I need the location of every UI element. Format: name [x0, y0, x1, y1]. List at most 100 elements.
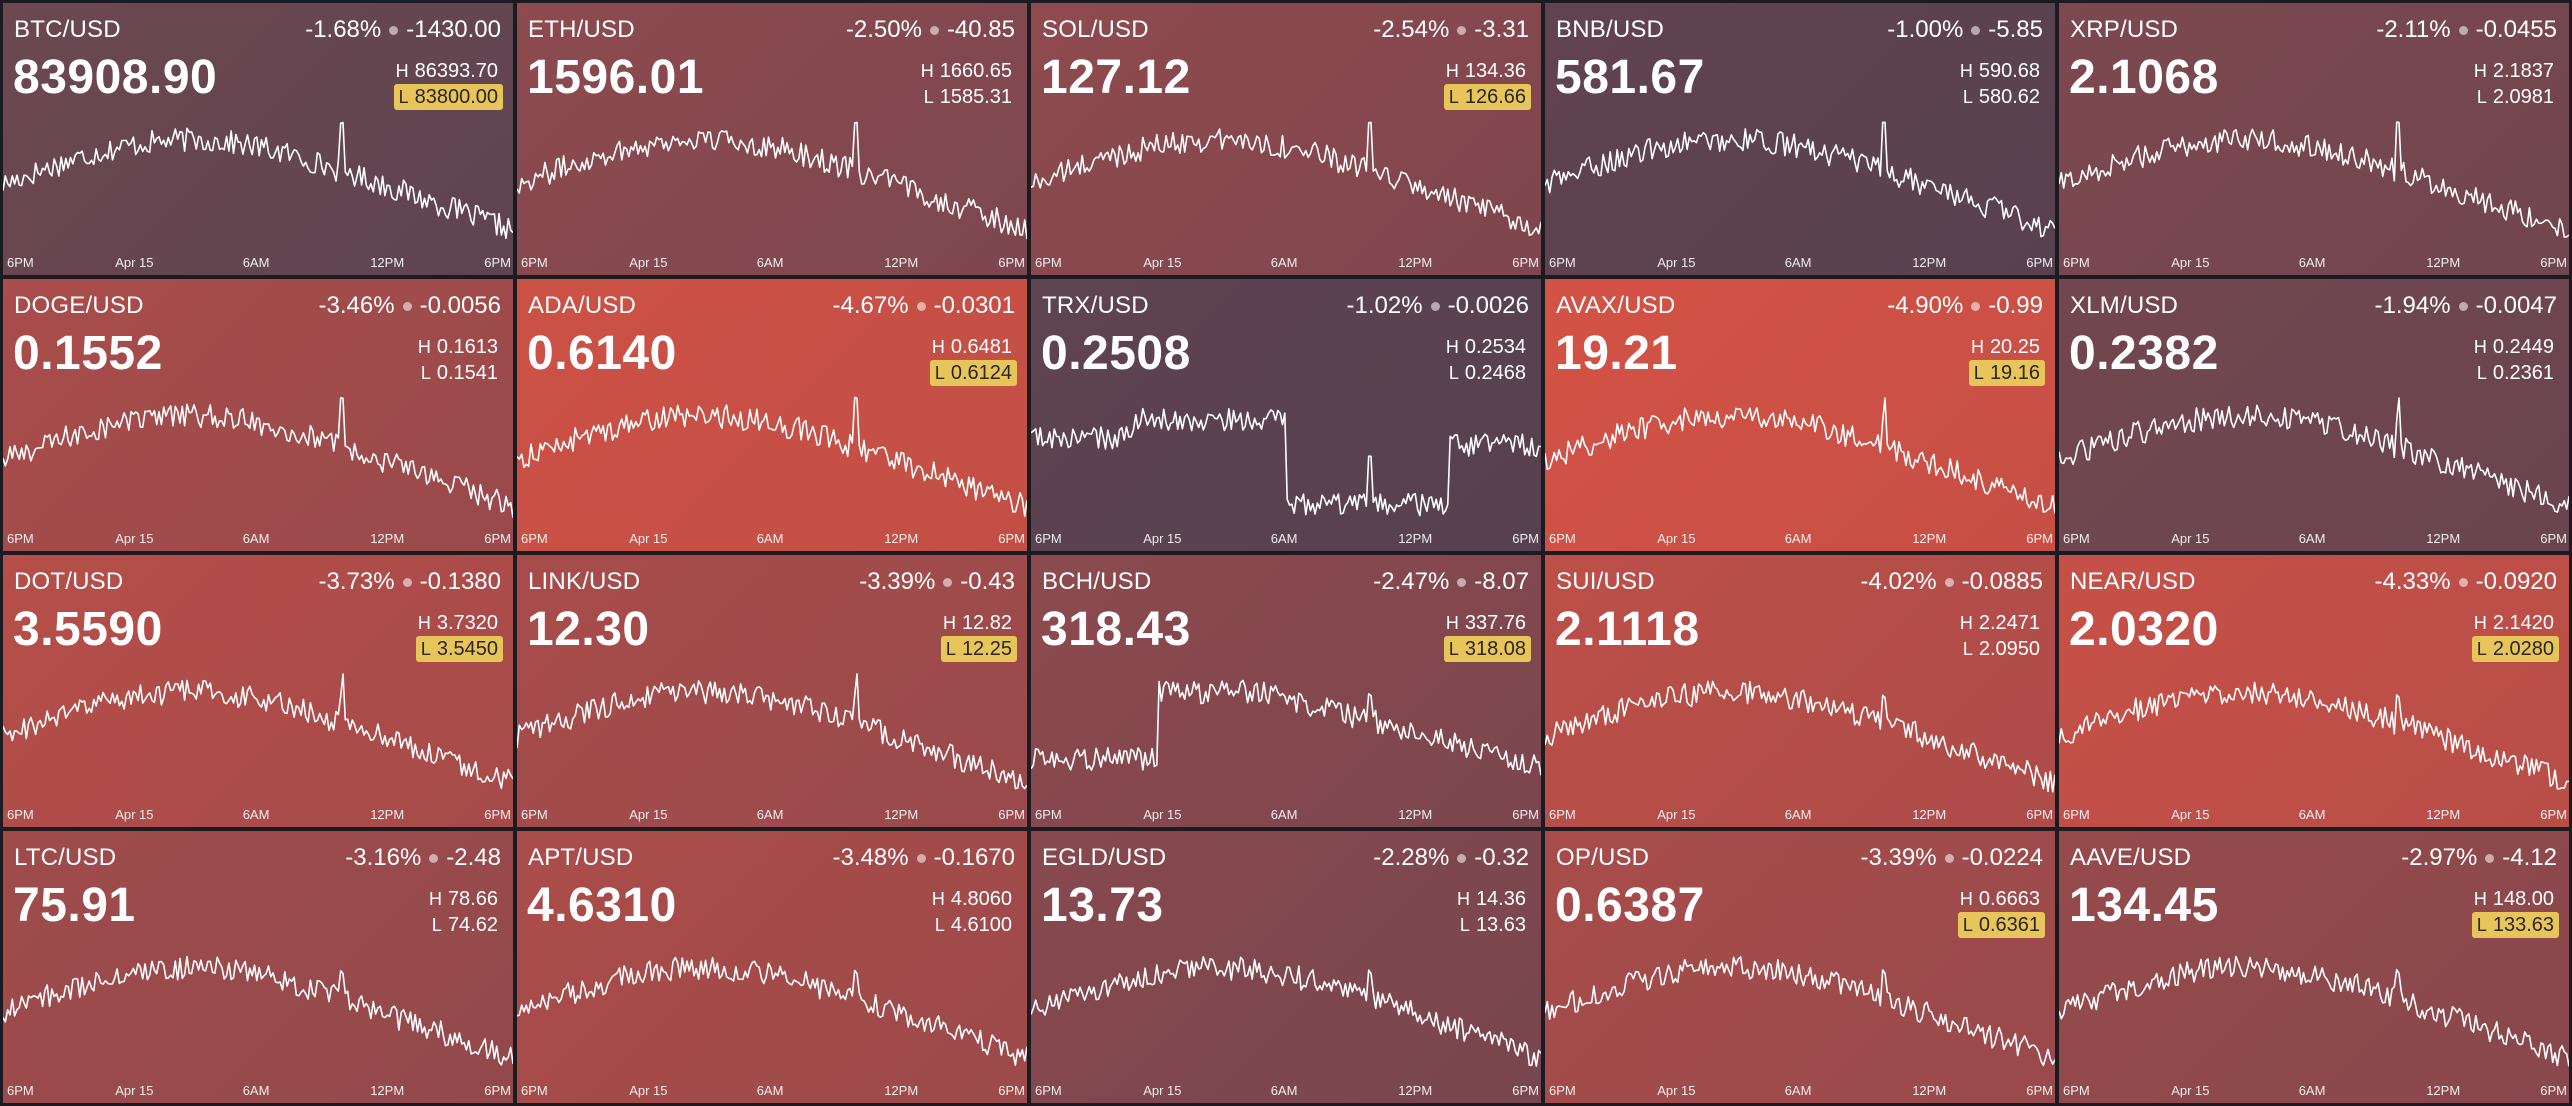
change-percent: -3.39% [1860, 844, 1937, 871]
time-axis-label: 6AM [756, 1083, 784, 1098]
time-axis-label: 12PM [1398, 531, 1433, 546]
change-percent: -3.48% [832, 844, 909, 871]
low-label: L [1962, 87, 1973, 107]
low-row: L 1585.31 [919, 84, 1017, 110]
low-value: 0.6361 [1978, 914, 2040, 936]
sparkline-svg [2059, 655, 2569, 803]
sparkline-line [1031, 680, 1541, 775]
ticker-tile[interactable]: BCH/USD -2.47% -8.07 318.43 H 337.76 L 3… [1031, 555, 1541, 827]
sparkline [1031, 655, 1541, 803]
time-axis-label: 6AM [1784, 255, 1812, 270]
ticker-change: -2.47% -8.07 [1373, 568, 1529, 596]
time-axis-label: Apr 15 [2171, 255, 2210, 270]
time-axis-label: 12PM [1398, 255, 1433, 270]
separator-dot-icon [1971, 25, 1981, 35]
change-percent: -2.97% [2401, 844, 2478, 871]
ticker-tile[interactable]: OP/USD -3.39% -0.0224 0.6387 H 0.6663 L … [1545, 831, 2055, 1103]
low-value: 0.2361 [2492, 362, 2554, 384]
ticker-tile[interactable]: ETH/USD -2.50% -40.85 1596.01 H 1660.65 … [517, 3, 1027, 275]
high-row: H 12.82 [938, 610, 1017, 636]
high-row: H 0.2449 [2469, 334, 2559, 360]
separator-dot-icon [1944, 853, 1954, 863]
ticker-tile[interactable]: AVAX/USD -4.90% -0.99 19.21 H 20.25 L 19… [1545, 279, 2055, 551]
ticker-price: 0.6387 [1555, 879, 1705, 932]
ticker-price: 127.12 [1041, 51, 1191, 104]
time-axis-label: 12PM [370, 531, 405, 546]
low-value: 0.2468 [1464, 362, 1526, 384]
low-value: 4.6100 [950, 914, 1012, 936]
time-axis: 6PM Apr 15 6AM 12PM 6PM [2059, 1083, 2569, 1099]
low-label: L [1962, 915, 1973, 935]
high-low-box: H 590.68 L 580.62 [1955, 58, 2045, 110]
high-row: H 86393.70 [391, 58, 503, 84]
high-value: 2.1420 [2492, 612, 2554, 634]
ticker-tile[interactable]: APT/USD -3.48% -0.1670 4.6310 H 4.8060 L… [517, 831, 1027, 1103]
ticker-symbol: AAVE/USD [2070, 844, 2192, 871]
low-row: L 0.6361 [1957, 912, 2045, 938]
ticker-tile[interactable]: DOT/USD -3.73% -0.1380 3.5590 H 3.7320 L… [3, 555, 513, 827]
high-row: H 78.66 [424, 886, 503, 912]
separator-dot-icon [1457, 853, 1467, 863]
time-axis-label: 12PM [1398, 1083, 1433, 1098]
high-label: H [1959, 613, 1973, 633]
ticker-tile[interactable]: AAVE/USD -2.97% -4.12 134.45 H 148.00 L … [2059, 831, 2569, 1103]
separator-dot-icon [916, 301, 926, 311]
ticker-tile[interactable]: XRP/USD -2.11% -0.0455 2.1068 H 2.1837 L… [2059, 3, 2569, 275]
low-value: 133.63 [2492, 914, 2554, 936]
high-label: H [395, 61, 409, 81]
change-percent: -1.02% [1346, 292, 1423, 319]
time-axis: 6PM Apr 15 6AM 12PM 6PM [1031, 255, 1541, 271]
ticker-tile[interactable]: ADA/USD -4.67% -0.0301 0.6140 H 0.6481 L… [517, 279, 1027, 551]
ticker-price: 0.2382 [2069, 327, 2219, 380]
high-label: H [931, 337, 945, 357]
low-row: L 318.08 [1443, 636, 1531, 662]
ticker-tile[interactable]: LTC/USD -3.16% -2.48 75.91 H 78.66 L 74.… [3, 831, 513, 1103]
ticker-tile[interactable]: TRX/USD -1.02% -0.0026 0.2508 H 0.2534 L… [1031, 279, 1541, 551]
ticker-tile[interactable]: SOL/USD -2.54% -3.31 127.12 H 134.36 L 1… [1031, 3, 1541, 275]
sparkline-line [1031, 957, 1541, 1066]
sparkline-line [2059, 122, 2569, 237]
ticker-price: 2.1118 [1555, 603, 1700, 656]
high-low-box: H 0.2449 L 0.2361 [2469, 334, 2559, 386]
ticker-symbol: ETH/USD [528, 16, 635, 43]
low-value: 0.1541 [436, 362, 498, 384]
low-value: 1585.31 [939, 86, 1012, 108]
time-axis-label: 6PM [7, 807, 34, 822]
time-axis-label: Apr 15 [1143, 255, 1182, 270]
ticker-symbol: XRP/USD [2070, 16, 2179, 43]
low-value: 126.66 [1464, 86, 1526, 108]
change-absolute: -0.43 [960, 568, 1015, 595]
high-label: H [2473, 613, 2487, 633]
time-axis-label: 6AM [756, 531, 784, 546]
change-percent: -3.16% [345, 844, 422, 871]
ticker-tile[interactable]: NEAR/USD -4.33% -0.0920 2.0320 H 2.1420 … [2059, 555, 2569, 827]
sparkline [1545, 655, 2055, 803]
ticker-tile[interactable]: BTC/USD -1.68% -1430.00 83908.90 H 86393… [3, 3, 513, 275]
sparkline-line [517, 122, 1027, 239]
time-axis-label: Apr 15 [629, 255, 668, 270]
sparkline [2059, 655, 2569, 803]
sparkline [3, 379, 513, 527]
ticker-tile[interactable]: EGLD/USD -2.28% -0.32 13.73 H 14.36 L 13… [1031, 831, 1541, 1103]
ticker-tile[interactable]: XLM/USD -1.94% -0.0047 0.2382 H 0.2449 L… [2059, 279, 2569, 551]
low-value: 2.0950 [1978, 638, 2040, 660]
high-low-box: H 12.82 L 12.25 [938, 610, 1017, 662]
high-value: 12.82 [961, 612, 1012, 634]
sparkline [517, 655, 1027, 803]
time-axis-label: 6PM [7, 531, 34, 546]
time-axis-label: 6PM [1035, 1083, 1062, 1098]
low-row: L 12.25 [940, 636, 1017, 662]
ticker-tile[interactable]: SUI/USD -4.02% -0.0885 2.1118 H 2.2471 L… [1545, 555, 2055, 827]
high-value: 148.00 [2492, 888, 2554, 910]
time-axis-label: Apr 15 [1143, 807, 1182, 822]
ticker-tile[interactable]: DOGE/USD -3.46% -0.0056 0.1552 H 0.1613 … [3, 279, 513, 551]
ticker-tile[interactable]: BNB/USD -1.00% -5.85 581.67 H 590.68 L 5… [1545, 3, 2055, 275]
ticker-tile[interactable]: LINK/USD -3.39% -0.43 12.30 H 12.82 L 12… [517, 555, 1027, 827]
time-axis-label: 12PM [884, 531, 919, 546]
time-axis-label: 12PM [370, 255, 405, 270]
low-label: L [420, 363, 431, 383]
high-low-box: H 2.1420 L 2.0280 [2469, 610, 2559, 662]
time-axis-label: 12PM [884, 1083, 919, 1098]
ticker-symbol: EGLD/USD [1042, 844, 1167, 871]
